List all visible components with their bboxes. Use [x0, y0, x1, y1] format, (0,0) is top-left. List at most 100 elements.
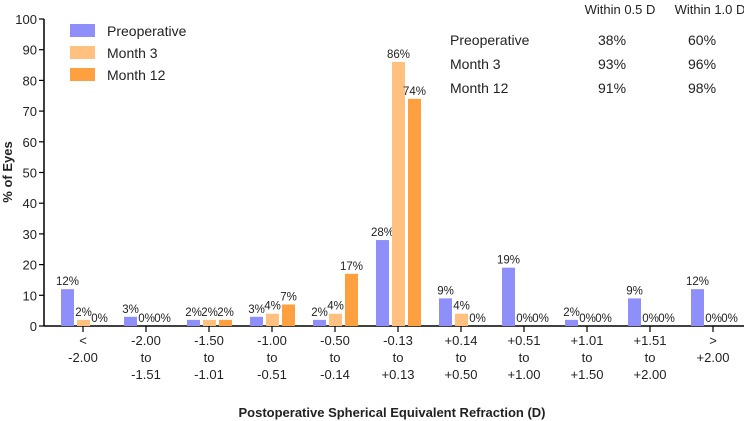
x-tick-label: +2.00: [697, 350, 730, 365]
bar: [313, 319, 326, 326]
data-label: 3%: [122, 304, 139, 316]
data-label: 9%: [437, 285, 454, 297]
data-label: 0%: [469, 313, 486, 325]
bar: [565, 319, 578, 326]
x-tick-label: +2.00: [634, 367, 667, 382]
data-label: 2%: [201, 307, 218, 319]
x-tick-label: -0.14: [320, 367, 350, 382]
bar: [345, 273, 358, 326]
data-label: 0%: [642, 313, 659, 325]
bars: 12%2%0%3%0% 0%2% 2% 2% 3% 4%7%2%4%17%28%86%74…: [56, 49, 738, 326]
data-label: 86%: [387, 49, 410, 61]
data-label: 0%: [579, 313, 596, 325]
x-tick-label: +1.51: [634, 333, 667, 348]
x-axis-label: Postoperative Spherical Equivalent Refra…: [238, 405, 545, 420]
bar: [502, 267, 515, 326]
x-tick-label: to: [393, 350, 404, 365]
x-tick-label: +1.50: [571, 367, 604, 382]
y-tick-label: 30: [23, 227, 37, 242]
bar: [376, 240, 389, 326]
x-tick-label: -1.51: [131, 367, 161, 382]
legend-label: Month 12: [107, 67, 166, 83]
x-tick-label: +1.00: [508, 367, 541, 382]
x-tick-label: to: [141, 350, 152, 365]
data-label: 3%: [248, 304, 265, 316]
y-tick-label: 10: [23, 288, 37, 303]
table-row-label: Preoperative: [450, 32, 530, 48]
y-tick-label: 40: [23, 196, 37, 211]
bar: [329, 313, 342, 326]
x-tick-label: to: [645, 350, 656, 365]
bar: [455, 313, 468, 326]
table-row-label: Month 3: [450, 56, 501, 72]
x-tick-label: +0.51: [508, 333, 541, 348]
data-label: 0%: [595, 313, 612, 325]
x-tick-label: to: [204, 350, 215, 365]
y-tick-label: 50: [23, 166, 37, 181]
x-tick-label: +1.01: [571, 333, 604, 348]
bar: [691, 289, 704, 326]
bar: [187, 319, 200, 326]
data-label: 2%: [75, 307, 92, 319]
x-tick-label: -1.01: [194, 367, 224, 382]
bar: [282, 304, 295, 326]
axes: 0 10 20 30 40 50 60 70 80 90 100 < -2.00 -2.00 to -1.51…: [15, 12, 744, 382]
data-label: 2%: [185, 307, 202, 319]
data-label: 4%: [453, 301, 470, 313]
data-label: 0%: [721, 313, 738, 325]
y-tick-label: 70: [23, 104, 37, 119]
table-row-label: Month 12: [450, 80, 509, 96]
data-label: 2%: [563, 307, 580, 319]
y-axis-label: % of Eyes: [0, 141, 15, 202]
x-tick-label: to: [330, 350, 341, 365]
legend: Preoperative Month 3 Month 12: [70, 23, 187, 83]
data-label: 12%: [686, 276, 709, 288]
table-cell: 38%: [598, 32, 626, 48]
x-tick-label: >: [709, 333, 717, 348]
table-cell: 60%: [688, 32, 716, 48]
x-tick-label: +0.14: [445, 333, 478, 348]
y-tick-label: 80: [23, 73, 37, 88]
bar: [203, 319, 216, 326]
x-tick-label: -0.50: [320, 333, 350, 348]
bar: [219, 319, 232, 326]
data-label: 74%: [403, 86, 426, 98]
x-tick-label: to: [519, 350, 530, 365]
legend-swatch: [70, 46, 95, 59]
legend-swatch: [70, 68, 95, 81]
x-tick-label: +0.13: [382, 367, 415, 382]
x-tick-label: -0.13: [383, 333, 413, 348]
y-tick-label: 90: [23, 43, 37, 58]
bar: [392, 61, 405, 326]
x-tick-label: <: [79, 333, 87, 348]
table-cell: 91%: [598, 80, 626, 96]
bar: [250, 316, 263, 326]
y-tick-label: 0: [30, 319, 37, 334]
data-label: 4%: [327, 301, 344, 313]
bar: [628, 298, 641, 326]
data-label: 9%: [626, 285, 643, 297]
bar: [266, 313, 279, 326]
x-tick-label: -0.51: [257, 367, 287, 382]
x-tick-label: -2.00: [131, 333, 161, 348]
data-label: 0%: [705, 313, 722, 325]
data-label: 0%: [516, 313, 533, 325]
bar: [124, 316, 137, 326]
y-tick-label: 20: [23, 258, 37, 273]
bar: [439, 298, 452, 326]
x-tick-label: to: [582, 350, 593, 365]
bar: [61, 289, 74, 326]
data-label: 0%: [154, 313, 171, 325]
summary-table: Within 0.5 D Within 1.0 D Preoperative 38% 6…: [450, 2, 744, 96]
legend-label: Preoperative: [107, 23, 187, 39]
data-label: 28%: [371, 227, 394, 239]
data-label: 7%: [280, 292, 297, 304]
x-tick-label: -1.00: [257, 333, 287, 348]
bar: [77, 319, 90, 326]
bar: [408, 98, 421, 326]
data-label: 12%: [56, 276, 79, 288]
x-tick-label: -2.00: [68, 350, 98, 365]
table-cell: 93%: [598, 56, 626, 72]
x-tick-label: +0.50: [445, 367, 478, 382]
